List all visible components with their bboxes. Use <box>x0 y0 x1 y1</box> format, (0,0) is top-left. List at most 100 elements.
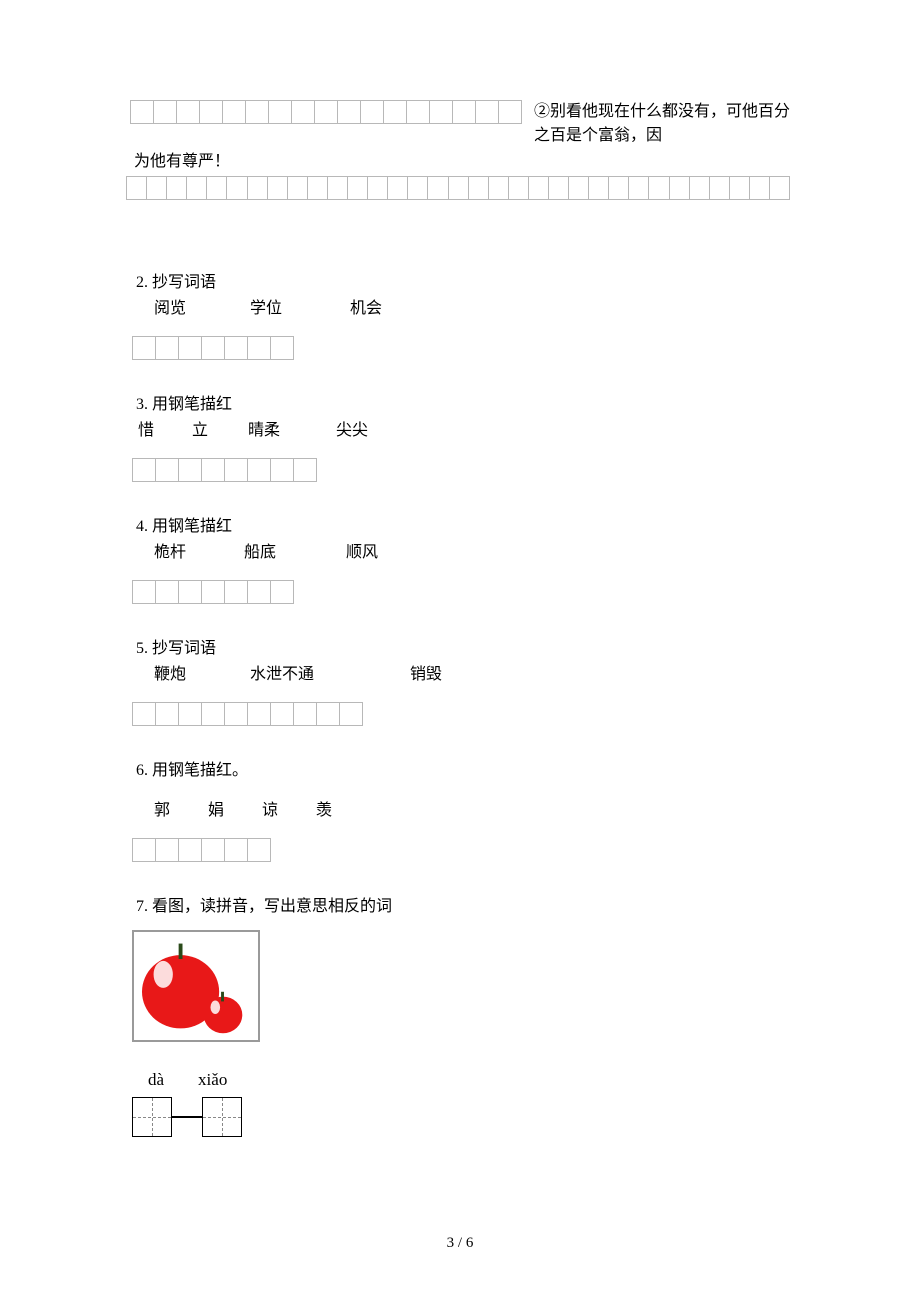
q6-grid <box>132 838 790 862</box>
grid-cell[interactable] <box>227 176 247 200</box>
grid-cell[interactable] <box>248 176 268 200</box>
grid-cell[interactable] <box>408 176 428 200</box>
grid-cell[interactable] <box>340 702 363 726</box>
grid-cell[interactable] <box>384 100 407 124</box>
grid-cell[interactable] <box>509 176 529 200</box>
q6-title: 6. 用钢笔描红。 <box>136 758 790 784</box>
q7-tianzige-row <box>132 1097 790 1137</box>
grid-cell[interactable] <box>269 100 292 124</box>
grid-cell[interactable] <box>248 580 271 604</box>
grid-cell[interactable] <box>225 458 248 482</box>
grid-cell[interactable] <box>271 458 294 482</box>
grid-cell[interactable] <box>589 176 609 200</box>
grid-cell[interactable] <box>156 458 179 482</box>
grid-cell[interactable] <box>750 176 770 200</box>
tianzige-box[interactable] <box>132 1097 172 1137</box>
grid-cell[interactable] <box>469 176 489 200</box>
grid-cell[interactable] <box>225 580 248 604</box>
grid-cell[interactable] <box>133 702 156 726</box>
grid-cell[interactable] <box>156 838 179 862</box>
grid-cell[interactable] <box>179 458 202 482</box>
grid-cell[interactable] <box>248 458 271 482</box>
tianzige-box[interactable] <box>202 1097 242 1137</box>
grid-cell[interactable] <box>156 702 179 726</box>
q7-title: 7. 看图，读拼音，写出意思相反的词 <box>136 894 790 920</box>
grid-cell[interactable] <box>770 176 790 200</box>
grid-cell[interactable] <box>179 838 202 862</box>
grid-cell[interactable] <box>670 176 690 200</box>
grid-cell[interactable] <box>288 176 308 200</box>
grid-cell[interactable] <box>179 580 202 604</box>
grid-cell[interactable] <box>294 702 317 726</box>
grid-cell[interactable] <box>202 702 225 726</box>
grid-cell[interactable] <box>348 176 368 200</box>
grid-cell[interactable] <box>489 176 509 200</box>
grid-cell[interactable] <box>317 702 340 726</box>
grid-cell[interactable] <box>449 176 469 200</box>
grid-cell[interactable] <box>499 100 522 124</box>
q5-title: 5. 抄写词语 <box>136 636 790 662</box>
q5-grid <box>132 702 790 726</box>
grid-cell[interactable] <box>248 336 271 360</box>
grid-cell[interactable] <box>127 176 147 200</box>
grid-cell[interactable] <box>179 336 202 360</box>
grid-cell[interactable] <box>202 458 225 482</box>
grid-cell[interactable] <box>649 176 669 200</box>
grid-cell[interactable] <box>308 176 328 200</box>
grid-cell[interactable] <box>338 100 361 124</box>
grid-cell[interactable] <box>131 100 154 124</box>
grid-cell[interactable] <box>361 100 384 124</box>
grid-cell[interactable] <box>730 176 750 200</box>
grid-cell[interactable] <box>156 336 179 360</box>
grid-cell[interactable] <box>187 176 207 200</box>
grid-cell[interactable] <box>407 100 430 124</box>
grid-cell[interactable] <box>690 176 710 200</box>
grid-cell[interactable] <box>177 100 200 124</box>
q2-grid <box>132 336 790 360</box>
grid-cell[interactable] <box>246 100 269 124</box>
grid-cell[interactable] <box>271 702 294 726</box>
grid-cell[interactable] <box>315 100 338 124</box>
grid-cell[interactable] <box>202 580 225 604</box>
grid-cell[interactable] <box>710 176 730 200</box>
grid-cell[interactable] <box>133 838 156 862</box>
grid-cell[interactable] <box>207 176 227 200</box>
q5-words: 鞭炮水泄不通销毁 <box>154 662 790 688</box>
grid-cell[interactable] <box>223 100 246 124</box>
grid-cell[interactable] <box>388 176 408 200</box>
grid-cell[interactable] <box>133 458 156 482</box>
grid-cell[interactable] <box>368 176 388 200</box>
grid-cell[interactable] <box>328 176 348 200</box>
word-item: 晴柔 <box>248 418 336 444</box>
grid-cell[interactable] <box>225 336 248 360</box>
grid-cell[interactable] <box>156 580 179 604</box>
grid-cell[interactable] <box>629 176 649 200</box>
grid-cell[interactable] <box>430 100 453 124</box>
grid-cell[interactable] <box>268 176 288 200</box>
grid-cell[interactable] <box>248 838 271 862</box>
grid-cell[interactable] <box>292 100 315 124</box>
grid-cell[interactable] <box>133 336 156 360</box>
grid-cell[interactable] <box>569 176 589 200</box>
grid-cell[interactable] <box>294 458 317 482</box>
q3: 3. 用钢笔描红 惜立晴柔尖尖 <box>130 392 790 482</box>
grid-cell[interactable] <box>271 580 294 604</box>
grid-cell[interactable] <box>225 702 248 726</box>
grid-cell[interactable] <box>428 176 448 200</box>
grid-cell[interactable] <box>202 336 225 360</box>
grid-cell[interactable] <box>453 100 476 124</box>
grid-cell[interactable] <box>476 100 499 124</box>
grid-cell[interactable] <box>271 336 294 360</box>
grid-cell[interactable] <box>248 702 271 726</box>
grid-cell[interactable] <box>154 100 177 124</box>
grid-cell[interactable] <box>225 838 248 862</box>
grid-cell[interactable] <box>609 176 629 200</box>
grid-cell[interactable] <box>147 176 167 200</box>
grid-cell[interactable] <box>200 100 223 124</box>
grid-cell[interactable] <box>167 176 187 200</box>
grid-cell[interactable] <box>529 176 549 200</box>
grid-cell[interactable] <box>133 580 156 604</box>
grid-cell[interactable] <box>202 838 225 862</box>
grid-cell[interactable] <box>549 176 569 200</box>
grid-cell[interactable] <box>179 702 202 726</box>
